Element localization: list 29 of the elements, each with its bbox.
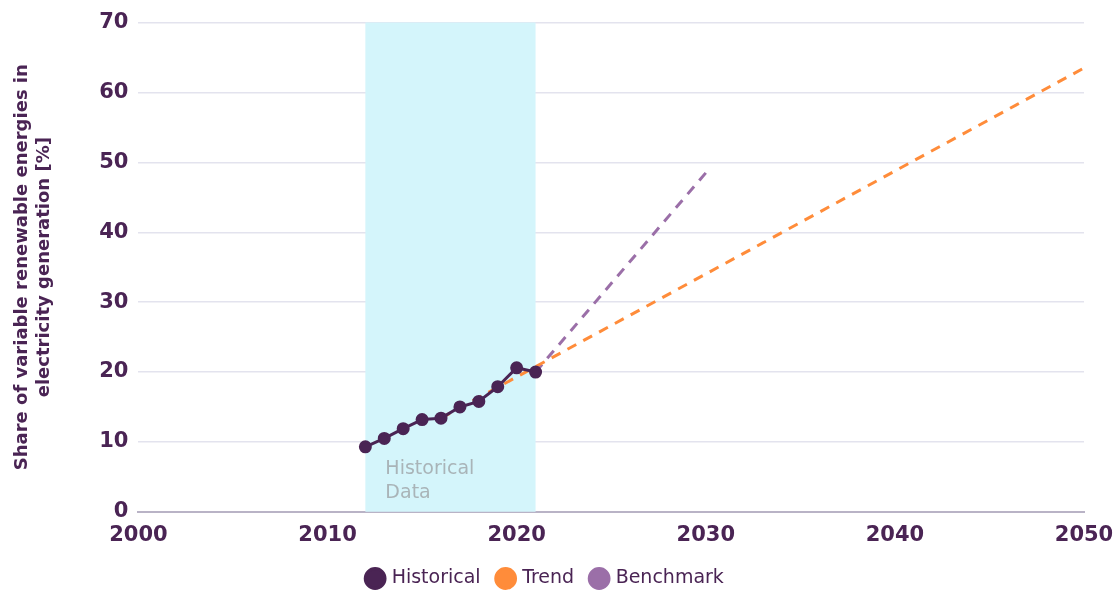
point	[472, 394, 486, 408]
point	[434, 411, 448, 425]
point	[491, 380, 505, 394]
point	[415, 413, 429, 427]
y-tick-label: 30	[99, 288, 129, 313]
point	[396, 422, 410, 436]
y-tick-label: 0	[113, 498, 129, 523]
x-tick-label: 2020	[487, 521, 546, 546]
y-tick-label: 10	[99, 428, 129, 453]
legend-label: Historical	[391, 565, 481, 588]
y-tick-label: 20	[99, 358, 129, 383]
y-tick-label: 60	[99, 78, 129, 103]
point	[510, 361, 524, 375]
x-tick-label: 2010	[298, 521, 357, 546]
legend-label: Benchmark	[615, 565, 724, 588]
y-tick-label: 40	[99, 218, 129, 243]
point	[453, 400, 467, 414]
point	[529, 365, 543, 379]
x-tick-label: 2050	[1054, 521, 1114, 546]
point	[358, 440, 372, 454]
point	[377, 431, 391, 445]
y-tick-label: 70	[99, 9, 129, 34]
legend-label: Trend	[521, 565, 575, 588]
y-tick-label: 50	[99, 148, 129, 173]
band-label: Historical Data	[385, 455, 475, 502]
x-tick-label: 2030	[676, 521, 735, 546]
x-tick-label: 2040	[865, 521, 925, 546]
x-tick-label: 2000	[109, 521, 168, 546]
y-axis-title: Share of variable renewable energies in electricity generation [%]	[10, 64, 54, 471]
